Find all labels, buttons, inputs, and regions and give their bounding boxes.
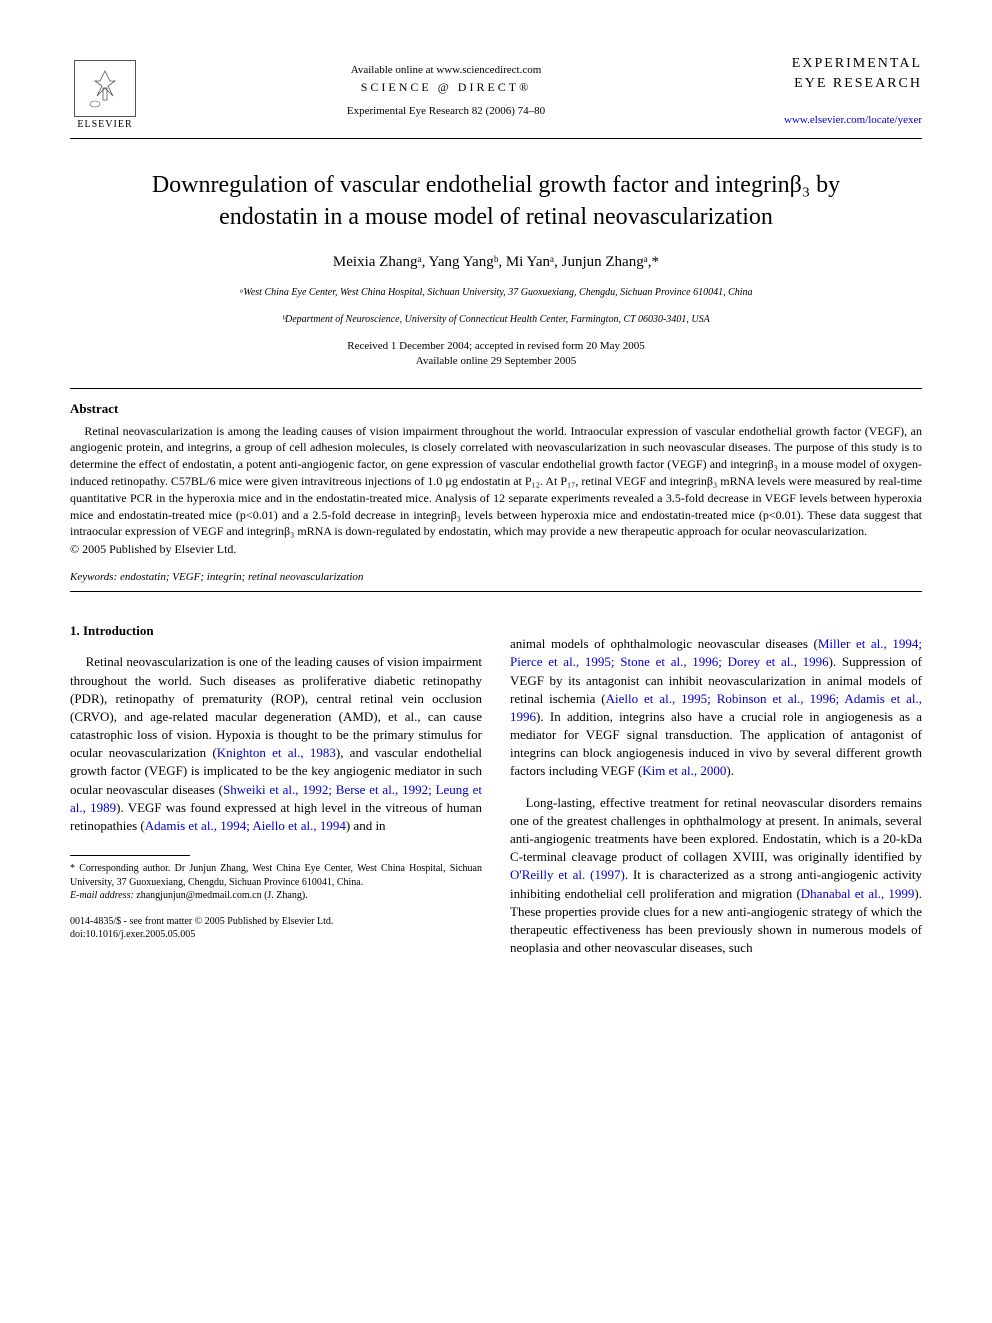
keywords-line: Keywords: endostatin; VEGF; integrin; re… xyxy=(70,571,922,583)
email-footnote: E-mail address: zhangjunjun@medmail.com.… xyxy=(70,889,482,903)
dates-block: Received 1 December 2004; accepted in re… xyxy=(70,339,922,370)
email-address[interactable]: zhangjunjun@medmail.com.cn (J. Zhang). xyxy=(136,890,307,901)
abstract-copyright: © 2005 Published by Elsevier Ltd. xyxy=(70,542,922,557)
intro-text-2d: ). xyxy=(726,763,734,778)
issn-line: 0014-4835/$ - see front matter © 2005 Pu… xyxy=(70,915,482,929)
journal-reference: Experimental Eye Research 82 (2006) 74–8… xyxy=(140,105,752,117)
header-rule xyxy=(70,138,922,139)
intro-paragraph-2: Long-lasting, effective treatment for re… xyxy=(510,794,922,958)
page-container: ELSEVIER Available online at www.science… xyxy=(0,0,992,1010)
intro-paragraph-1-cont: animal models of ophthalmologic neovascu… xyxy=(510,635,922,781)
email-label: E-mail address: xyxy=(70,890,134,901)
footnote-rule xyxy=(70,855,190,856)
abstract-heading: Abstract xyxy=(70,401,922,417)
keywords-list: endostatin; VEGF; integrin; retinal neov… xyxy=(120,571,363,583)
bottom-identifiers: 0014-4835/$ - see front matter © 2005 Pu… xyxy=(70,915,482,942)
column-right: animal models of ophthalmologic neovascu… xyxy=(510,622,922,970)
doi-line: doi:10.1016/j.exer.2005.05.005 xyxy=(70,928,482,942)
citation-dhanabal[interactable]: Dhanabal et al., 1999 xyxy=(801,886,915,901)
received-date: Received 1 December 2004; accepted in re… xyxy=(70,339,922,354)
journal-url-link[interactable]: www.elsevier.com/locate/yexer xyxy=(752,114,922,126)
abstract-top-rule xyxy=(70,388,922,389)
abstract-bottom-rule xyxy=(70,591,922,592)
header-center: Available online at www.sciencedirect.co… xyxy=(140,64,752,117)
elsevier-logo: ELSEVIER xyxy=(70,50,140,130)
elsevier-label: ELSEVIER xyxy=(77,119,132,130)
article-title: Downregulation of vascular endothelial g… xyxy=(100,169,892,234)
header-row: ELSEVIER Available online at www.science… xyxy=(70,50,922,130)
citation-knighton[interactable]: Knighton et al., 1983 xyxy=(217,745,336,760)
authors-line: Meixia Zhangᵃ, Yang Yangᵇ, Mi Yanᵃ, Junj… xyxy=(70,254,922,271)
intro-paragraph-1: Retinal neovascularization is one of the… xyxy=(70,653,482,835)
corresponding-author-footnote: * Corresponding author. Dr Junjun Zhang,… xyxy=(70,862,482,889)
sciencedirect-logo: SCIENCE @ DIRECT® xyxy=(140,80,752,95)
available-online-text: Available online at www.sciencedirect.co… xyxy=(140,64,752,76)
two-column-body: 1. Introduction Retinal neovascularizati… xyxy=(70,622,922,970)
intro-text-1d: ) and in xyxy=(346,818,386,833)
section-1-heading: 1. Introduction xyxy=(70,622,482,640)
citation-kim[interactable]: Kim et al., 2000 xyxy=(642,763,726,778)
journal-title-box: EXPERIMENTAL EYE RESEARCH www.elsevier.c… xyxy=(752,54,922,125)
journal-title-line1: EXPERIMENTAL xyxy=(752,54,922,74)
elsevier-tree-icon xyxy=(74,60,136,117)
citation-adamis[interactable]: Adamis et al., 1994; Aiello et al., 1994 xyxy=(145,818,346,833)
online-date: Available online 29 September 2005 xyxy=(70,354,922,369)
intro-text-2a: animal models of ophthalmologic neovascu… xyxy=(510,636,818,651)
keywords-label: Keywords: xyxy=(70,571,117,583)
journal-title-line2: EYE RESEARCH xyxy=(752,74,922,94)
column-left: 1. Introduction Retinal neovascularizati… xyxy=(70,622,482,970)
affiliation-a: ᵃWest China Eye Center, West China Hospi… xyxy=(70,285,922,300)
citation-oreilly[interactable]: O'Reilly et al. (1997) xyxy=(510,867,625,882)
intro-text-3a: Long-lasting, effective treatment for re… xyxy=(510,795,922,865)
abstract-body: Retinal neovascularization is among the … xyxy=(70,423,922,541)
affiliation-b: ᵇDepartment of Neuroscience, University … xyxy=(70,312,922,327)
